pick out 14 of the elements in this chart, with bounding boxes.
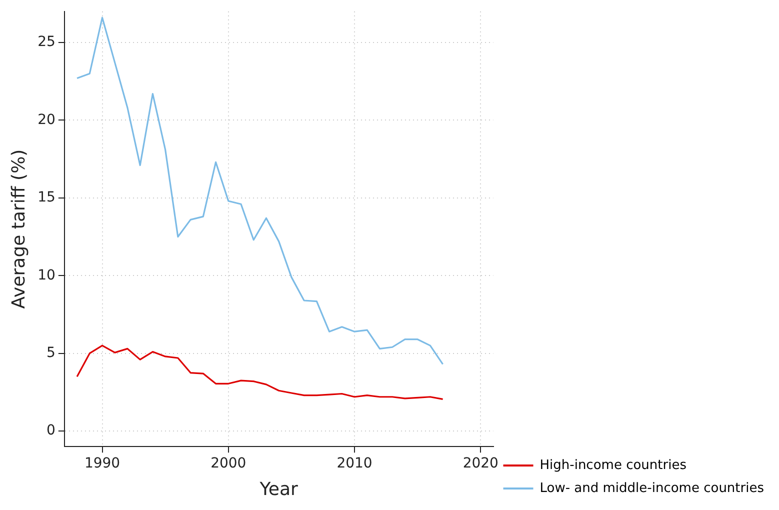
y-tick-label: 10 — [38, 267, 56, 284]
legend-label: High-income countries — [540, 458, 687, 473]
y-tick-label: 25 — [38, 34, 56, 50]
x-tick-label: 2000 — [210, 456, 246, 472]
y-tick-label: 20 — [38, 112, 56, 128]
x-tick-label: 1990 — [84, 456, 120, 472]
x-axis-title: Year — [258, 478, 298, 500]
y-tick-label: 15 — [38, 190, 56, 206]
x-tick-label: 2020 — [462, 456, 498, 472]
y-tick-label: 0 — [46, 422, 56, 439]
x-tick-label: 2010 — [336, 456, 372, 472]
y-axis-title: Average tariff (%) — [8, 149, 30, 309]
y-tick-label: 5 — [46, 344, 56, 361]
legend-label: Low- and middle-income countries — [540, 480, 764, 496]
